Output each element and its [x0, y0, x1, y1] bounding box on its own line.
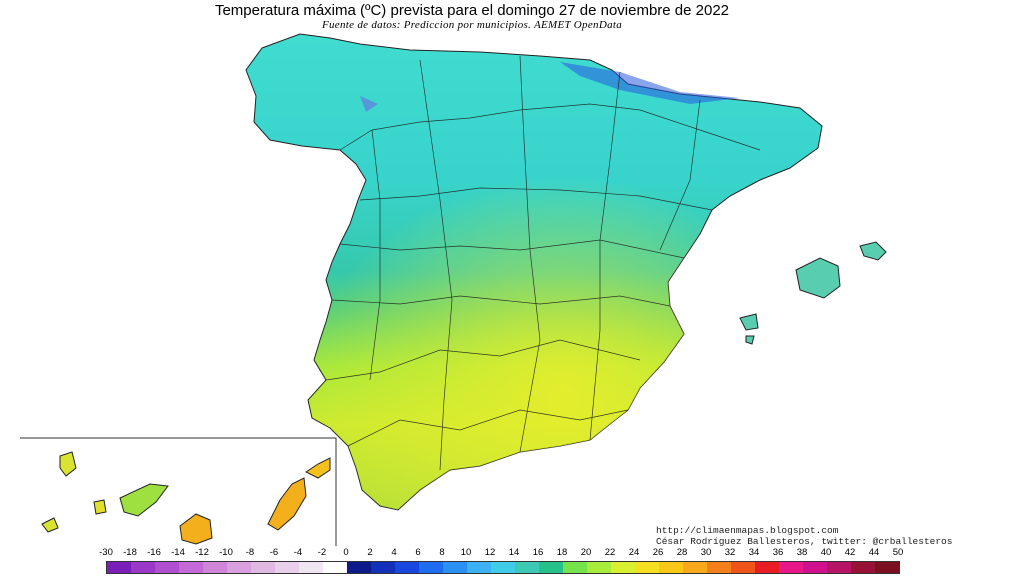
legend-tick-label: 2 — [367, 547, 373, 558]
legend-tick-label: -18 — [123, 547, 137, 558]
legend-tick-label: 16 — [532, 547, 544, 558]
legend-swatch — [635, 562, 659, 573]
legend-tick-label: 6 — [415, 547, 421, 558]
legend-tick-label: 34 — [748, 547, 760, 558]
legend-tick-label: 14 — [508, 547, 520, 558]
legend-swatch — [803, 562, 827, 573]
legend-tick-label: 42 — [844, 547, 856, 558]
legend-tick-label: -14 — [171, 547, 185, 558]
temperature-map — [20, 33, 887, 546]
legend-labels: -30 -18 -16 -14 -12 -10 -8 -6 -4 -2 0 2 4 6 8 10 12 14 16 1… — [99, 547, 912, 560]
legend-swatch — [347, 562, 371, 573]
legend-tick-label: -10 — [219, 547, 233, 558]
legend-swatch — [539, 562, 563, 573]
legend-tick-label: 4 — [391, 547, 397, 558]
legend-swatch — [323, 562, 347, 573]
color-legend: -30 -18 -16 -14 -12 -10 -8 -6 -4 -2 0 2 4 6 8 10 12 14 16 1… — [99, 547, 912, 575]
legend-swatch — [707, 562, 731, 573]
legend-swatch — [371, 562, 395, 573]
legend-tick-label: 12 — [484, 547, 496, 558]
legend-tick-label: -2 — [317, 547, 327, 558]
legend-tick-label: 0 — [343, 547, 349, 558]
legend-tick-label: 40 — [820, 547, 832, 558]
legend-tick-label: 10 — [460, 547, 472, 558]
legend-tick-label: 50 — [892, 547, 904, 558]
legend-swatch — [875, 562, 899, 573]
legend-tick-label: -12 — [195, 547, 209, 558]
legend-swatch — [755, 562, 779, 573]
legend-tick-label: 26 — [652, 547, 664, 558]
legend-tick-label: 20 — [580, 547, 592, 558]
legend-swatch — [779, 562, 803, 573]
legend-swatch — [731, 562, 755, 573]
legend-swatch — [251, 562, 275, 573]
legend-tick-label: 36 — [772, 547, 784, 558]
legend-swatch — [659, 562, 683, 573]
credit-url: http://climaenmapas.blogspot.com — [656, 525, 839, 536]
legend-swatch — [443, 562, 467, 573]
legend-tick-label: 32 — [724, 547, 736, 558]
legend-tick-label: 44 — [868, 547, 880, 558]
legend-swatch — [275, 562, 299, 573]
map-title: Temperatura máxima (ºC) prevista para el… — [214, 2, 730, 19]
legend-tick-label: -4 — [293, 547, 303, 558]
legend-swatch — [611, 562, 635, 573]
legend-swatch — [299, 562, 323, 573]
legend-swatch — [587, 562, 611, 573]
legend-swatch — [491, 562, 515, 573]
legend-swatch — [395, 562, 419, 573]
legend-tick-label: -30 — [99, 547, 113, 558]
map-subtitle: Fuente de datos: Prediccion por municipi… — [321, 19, 623, 31]
legend-tick-label: -8 — [245, 547, 255, 558]
legend-swatch — [563, 562, 587, 573]
credit-author: César Rodríguez Ballesteros, twitter: @c… — [656, 536, 953, 547]
legend-swatch — [179, 562, 203, 573]
legend-tick-label: 24 — [628, 547, 640, 558]
legend-tick-label: 28 — [676, 547, 688, 558]
legend-swatch — [827, 562, 851, 573]
legend-swatch — [227, 562, 251, 573]
legend-swatch — [419, 562, 443, 573]
legend-swatch — [683, 562, 707, 573]
region-canarias — [20, 437, 337, 546]
legend-tick-label: 8 — [439, 547, 445, 558]
region-baleares — [739, 241, 887, 345]
legend-tick-label: 38 — [796, 547, 808, 558]
legend-swatch — [131, 562, 155, 573]
legend-tick-label: -16 — [147, 547, 161, 558]
legend-swatch — [851, 562, 875, 573]
legend-swatch — [515, 562, 539, 573]
legend-swatch — [203, 562, 227, 573]
legend-tick-label: 18 — [556, 547, 568, 558]
legend-swatch — [107, 562, 131, 573]
region-peninsula — [245, 33, 823, 511]
legend-swatch — [155, 562, 179, 573]
legend-tick-label: -6 — [269, 547, 279, 558]
legend-tick-label: 30 — [700, 547, 712, 558]
legend-tick-label: 22 — [604, 547, 616, 558]
legend-swatch — [467, 562, 491, 573]
legend-colorbar — [106, 561, 900, 574]
